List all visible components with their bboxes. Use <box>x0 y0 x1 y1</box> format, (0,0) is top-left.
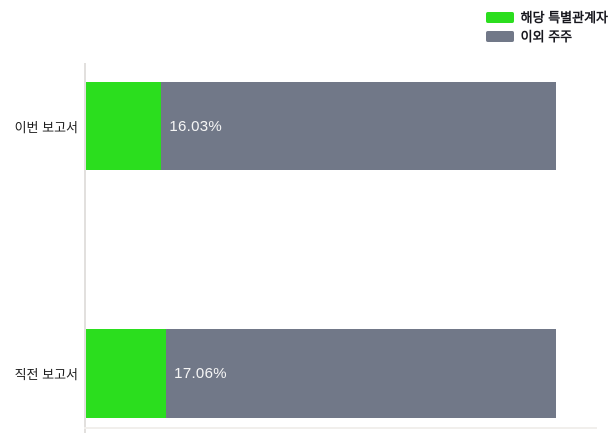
legend-label: 해당 특별관계자 <box>520 10 608 25</box>
legend-item-special-related: 해당 특별관계자 <box>485 10 608 25</box>
x-axis-line <box>84 427 597 429</box>
legend-label: 이외 주주 <box>520 29 573 44</box>
category-label: 이번 보고서 <box>14 119 78 135</box>
bar-row-previous-report: 직전 보고서 17.06% <box>0 329 614 418</box>
category-label: 직전 보고서 <box>14 367 78 382</box>
bar-segment-gray: 16.03% <box>161 82 556 170</box>
value-label: 16.03% <box>169 117 223 135</box>
legend-swatch-green <box>485 12 514 23</box>
bar: 16.03% <box>86 82 556 170</box>
legend-item-other-shareholders: 이외 주주 <box>485 29 608 44</box>
legend: 해당 특별관계자 이외 주주 <box>485 10 608 44</box>
bar-row-current-report: 이번 보고서 16.03% <box>0 82 614 170</box>
value-label: 17.06% <box>174 365 227 382</box>
bar-segment-gray: 17.06% <box>166 329 556 418</box>
legend-swatch-gray <box>485 31 514 42</box>
bar: 17.06% <box>86 329 556 418</box>
y-axis-line <box>84 63 86 433</box>
bar-segment-green <box>86 329 167 418</box>
bar-segment-green <box>86 82 162 170</box>
